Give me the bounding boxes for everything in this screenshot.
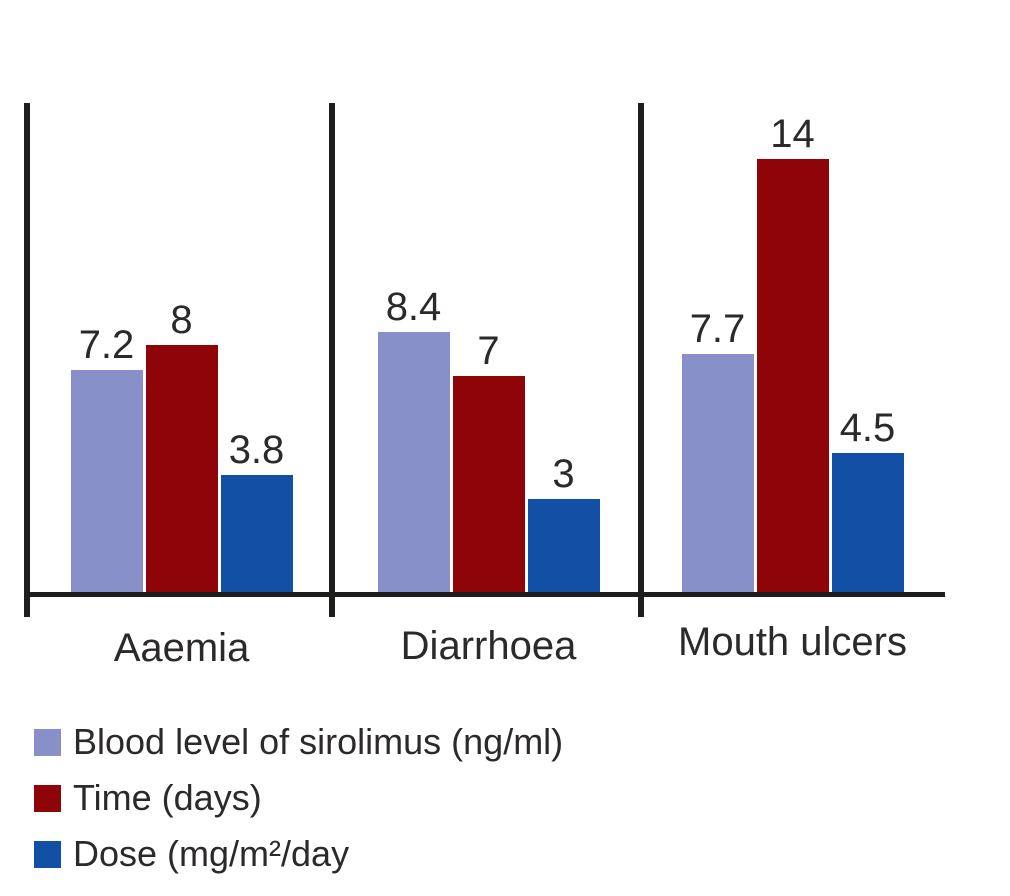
bar-column: 7 [452,329,525,592]
legend-item: Blood level of sirolimus (ng/ml) [34,722,563,762]
bar-value-label: 7 [477,329,500,373]
panel-divider-right [638,103,644,617]
bar-column: 3.8 [220,428,293,592]
bar-value-label: 4.5 [839,406,896,450]
bar-0-mouth-ulcers [681,354,754,592]
legend-label: Dose (mg/m²/day [73,833,350,874]
legend-swatch-icon [34,784,61,812]
category-label-aaemia: Aaemia [113,626,250,670]
panel-divider-middle [329,103,335,617]
category-label-mouth-ulcers: Mouth ulcers [678,620,907,664]
legend-item: Dose (mg/m²/day [34,834,563,874]
legend: Blood level of sirolimus (ng/ml) Time (da… [34,722,563,890]
bar-2-aaemia [220,475,293,592]
bar-2-mouth-ulcers [831,453,904,592]
legend-item: Time (days) [34,778,563,818]
bar-value-label: 7.2 [78,323,135,367]
bar-group-aaemia: 7.2 8 3.8 [70,298,293,592]
bar-column: 3 [527,452,600,592]
bar-column: 14 [756,112,829,592]
bar-value-label: 14 [770,112,815,156]
bar-1-mouth-ulcers [756,159,829,592]
bar-value-label: 7.7 [689,307,746,351]
bar-column: 4.5 [831,406,904,592]
x-axis-line [24,592,945,597]
bar-0-diarrhoea [377,332,450,592]
bar-column: 8 [145,298,218,592]
bar-group-mouth-ulcers: 7.7 14 4.5 [681,112,904,592]
legend-label: Blood level of sirolimus (ng/ml) [73,721,564,762]
panel-divider-left [24,103,30,617]
bar-1-aaemia [145,345,218,592]
bar-0-aaemia [70,370,143,592]
bar-value-label: 3.8 [228,428,285,472]
bar-value-label: 3 [552,452,575,496]
bar-value-label: 8 [170,298,193,342]
bar-group-diarrhoea: 8.4 7 3 [377,285,600,592]
category-label-diarrhoea: Diarrhoea [400,624,577,668]
bar-value-label: 8.4 [385,285,442,329]
legend-swatch-icon [34,840,61,868]
bar-column: 7.7 [681,307,754,592]
legend-swatch-icon [34,728,61,756]
bar-1-diarrhoea [452,376,525,592]
bar-column: 7.2 [70,323,143,592]
legend-label: Time (days) [73,777,262,818]
bar-column: 8.4 [377,285,450,592]
bar-2-diarrhoea [527,499,600,592]
